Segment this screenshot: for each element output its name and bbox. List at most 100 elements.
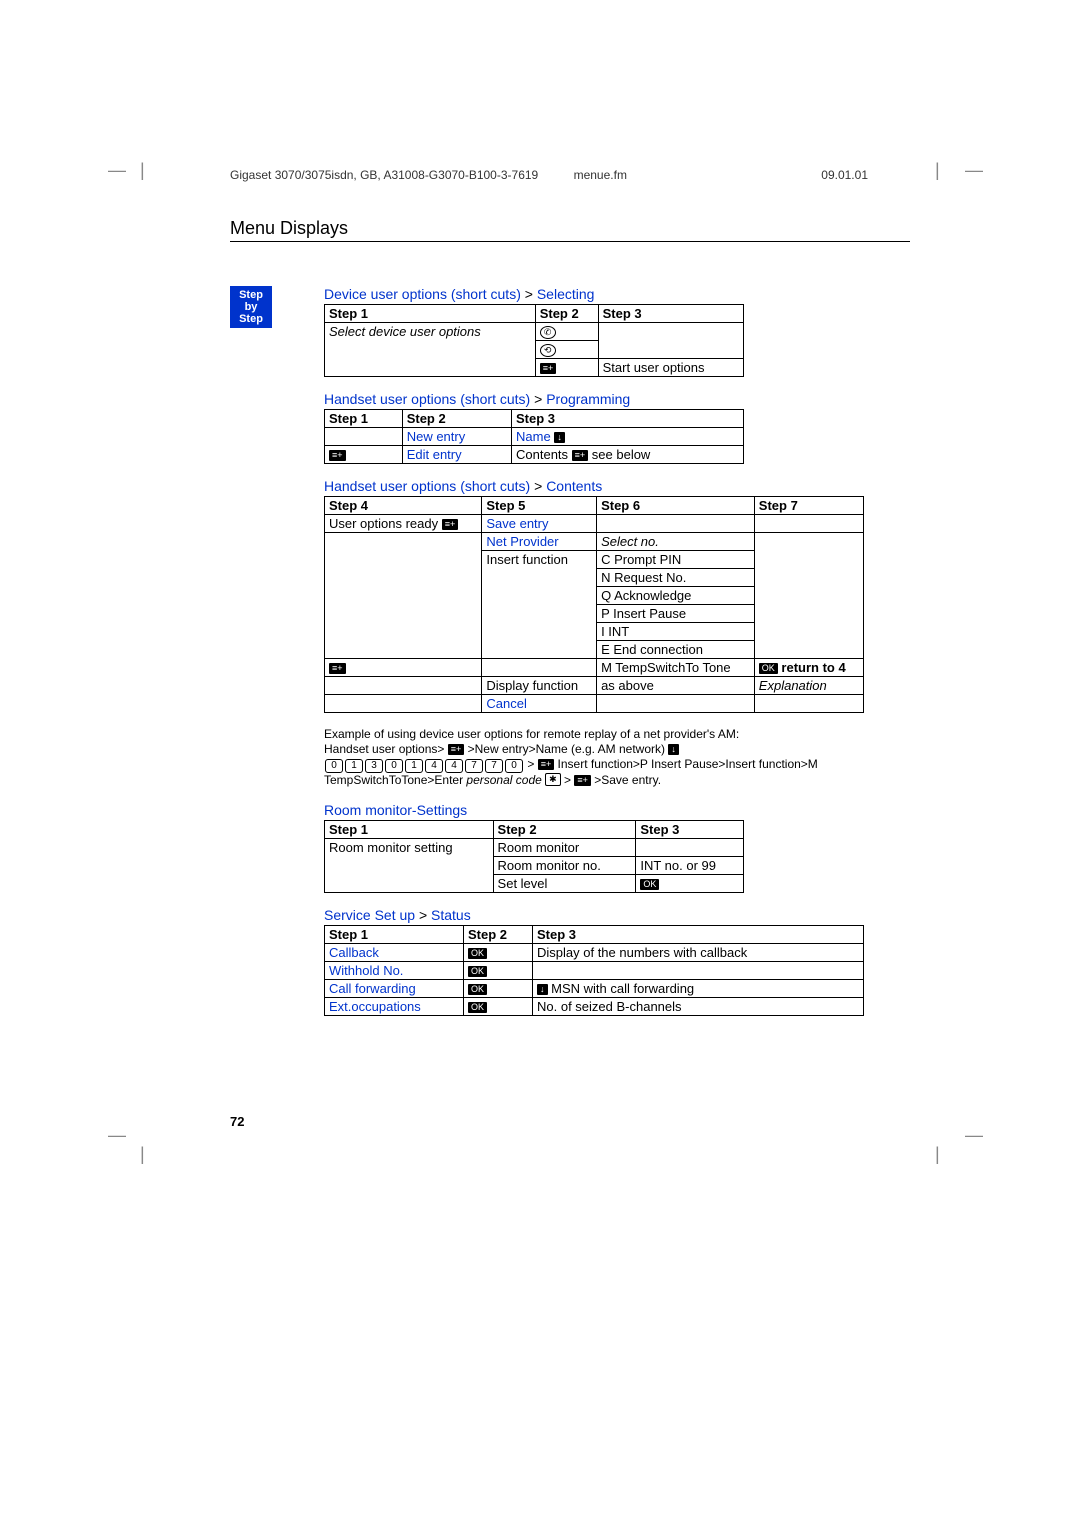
td bbox=[325, 677, 482, 695]
step-by-step-label: StepbyStep bbox=[230, 286, 272, 328]
td: ✆ bbox=[535, 323, 598, 341]
td bbox=[598, 323, 743, 359]
td: Save entry bbox=[482, 515, 597, 533]
down-icon: ↓ bbox=[554, 432, 565, 443]
td: New entry bbox=[402, 428, 511, 446]
table-service-status: Step 1 Step 2 Step 3 Callback OK Display… bbox=[324, 925, 864, 1016]
td: User options ready ≡+ bbox=[325, 515, 482, 533]
menu-icon: ≡+ bbox=[572, 450, 589, 461]
th: Step 1 bbox=[325, 410, 403, 428]
td: Ext.occupations bbox=[325, 998, 464, 1016]
td: P Insert Pause bbox=[597, 605, 755, 623]
td: OK bbox=[464, 998, 533, 1016]
td bbox=[325, 428, 403, 446]
t: > bbox=[525, 286, 537, 302]
td: INT no. or 99 bbox=[636, 857, 744, 875]
ok-icon: OK bbox=[468, 1002, 487, 1013]
t: Status bbox=[431, 907, 471, 923]
td: ↓ MSN with call forwarding bbox=[533, 980, 864, 998]
crop-mark: | bbox=[935, 160, 940, 181]
td: ≡+ bbox=[535, 359, 598, 377]
th: Step 1 bbox=[325, 305, 536, 323]
section-title-handset-programming: Handset user options (short cuts) > Prog… bbox=[324, 391, 864, 407]
td: Display of the numbers with callback bbox=[533, 944, 864, 962]
t: > bbox=[419, 907, 431, 923]
th: Step 3 bbox=[533, 926, 864, 944]
td: Contents ≡+ see below bbox=[512, 446, 744, 464]
t: Example of using device user options for… bbox=[324, 727, 739, 741]
crop-mark: | bbox=[140, 160, 145, 181]
td: OK return to 4 bbox=[754, 659, 863, 677]
content-area: Device user options (short cuts) > Selec… bbox=[324, 286, 864, 1030]
td: E End connection bbox=[597, 641, 755, 659]
down-icon: ↓ bbox=[668, 744, 679, 755]
t: return to 4 bbox=[778, 660, 846, 675]
digit-key: 1 bbox=[405, 759, 423, 773]
t: Name bbox=[516, 429, 551, 444]
t: User options ready bbox=[329, 516, 438, 531]
td: Room monitor no. bbox=[493, 857, 636, 875]
td: Set level bbox=[493, 875, 636, 893]
digit-key: 0 bbox=[505, 759, 523, 773]
th: Step 1 bbox=[325, 926, 464, 944]
td bbox=[754, 533, 863, 659]
td: Room monitor bbox=[493, 839, 636, 857]
td bbox=[597, 695, 755, 713]
td: N Request No. bbox=[597, 569, 755, 587]
phone-icon: ✆ bbox=[540, 326, 556, 339]
digit-key: 7 bbox=[465, 759, 483, 773]
td: Start user options bbox=[598, 359, 743, 377]
th: Step 6 bbox=[597, 497, 755, 515]
t: Selecting bbox=[537, 286, 595, 302]
td: I INT bbox=[597, 623, 755, 641]
crop-mark: | bbox=[140, 1144, 145, 1165]
crop-mark: | bbox=[935, 1144, 940, 1165]
td: OK bbox=[464, 944, 533, 962]
t: Programming bbox=[546, 391, 630, 407]
th: Step 2 bbox=[402, 410, 511, 428]
td bbox=[482, 659, 597, 677]
ok-icon: OK bbox=[468, 984, 487, 995]
td: Net Provider bbox=[482, 533, 597, 551]
td: M TempSwitchTo Tone bbox=[597, 659, 755, 677]
td: Insert function bbox=[482, 551, 597, 659]
td: Q Acknowledge bbox=[597, 587, 755, 605]
td: C Prompt PIN bbox=[597, 551, 755, 569]
td: Select no. bbox=[597, 533, 755, 551]
th: Step 7 bbox=[754, 497, 863, 515]
t: Contents bbox=[546, 478, 602, 494]
td: No. of seized B-channels bbox=[533, 998, 864, 1016]
ok-icon: OK bbox=[759, 663, 778, 674]
td: Withhold No. bbox=[325, 962, 464, 980]
td: Cancel bbox=[482, 695, 597, 713]
table-device-user: Step 1 Step 2 Step 3 Select device user … bbox=[324, 304, 744, 377]
td: OK bbox=[464, 980, 533, 998]
th: Step 3 bbox=[598, 305, 743, 323]
star-key-icon: ✱ bbox=[545, 773, 561, 786]
digit-key: 3 bbox=[365, 759, 383, 773]
menu-icon: ≡+ bbox=[538, 759, 555, 770]
td: Room monitor setting bbox=[325, 839, 494, 893]
example-text: Example of using device user options for… bbox=[324, 727, 864, 788]
t: >New entry>Name (e.g. AM network) bbox=[464, 742, 668, 756]
digit-key: 4 bbox=[445, 759, 463, 773]
crop-mark: — bbox=[108, 1125, 126, 1146]
td: ≡+ bbox=[325, 446, 403, 464]
speaker-icon: ⟲ bbox=[540, 344, 556, 357]
menu-icon: ≡+ bbox=[329, 663, 346, 674]
th: Step 2 bbox=[493, 821, 636, 839]
table-handset-programming: Step 1 Step 2 Step 3 New entry Name ↓ ≡+… bbox=[324, 409, 744, 464]
menu-icon: ≡+ bbox=[442, 519, 459, 530]
t: > bbox=[534, 478, 546, 494]
menu-icon: ≡+ bbox=[448, 744, 465, 755]
td: as above bbox=[597, 677, 755, 695]
key-sequence: 0130144770 bbox=[324, 757, 524, 771]
section-title-device-user: Device user options (short cuts) > Selec… bbox=[324, 286, 864, 302]
t: > bbox=[534, 391, 546, 407]
crop-mark: — bbox=[965, 1125, 983, 1146]
header-mid: menue.fm bbox=[574, 168, 627, 182]
td: Call forwarding bbox=[325, 980, 464, 998]
td: ≡+ bbox=[325, 659, 482, 677]
digit-key: 0 bbox=[325, 759, 343, 773]
t: personal code bbox=[466, 773, 541, 787]
